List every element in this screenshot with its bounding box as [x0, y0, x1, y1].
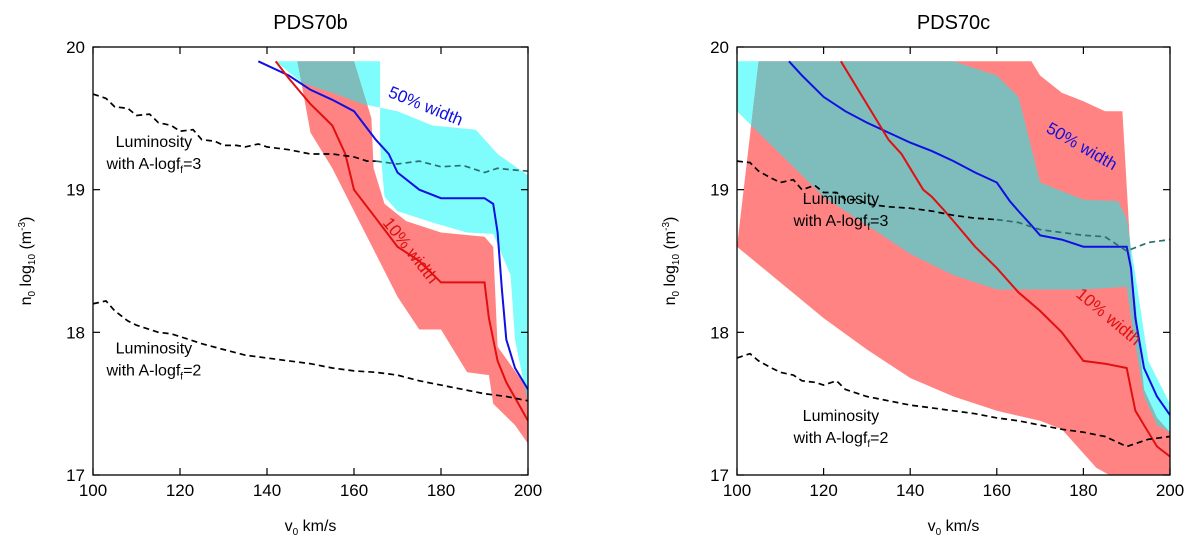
y-axis-label-n: n [662, 296, 679, 305]
y-axis-label-sub10: 10 [27, 254, 38, 266]
y-tick-label: 17 [710, 466, 729, 485]
x-tick-label: 160 [983, 481, 1011, 500]
x-tick-label: 120 [166, 481, 194, 500]
series-line-1 [840, 60, 1170, 458]
y-tick-label: 19 [66, 181, 85, 200]
y-axis-label-sup: -3 [661, 222, 672, 231]
y-axis-label-unit: (m [662, 231, 679, 254]
chart-title: PDS70b [273, 12, 348, 34]
luminosity-label-line2: with A-log [792, 430, 862, 447]
y-tick-label: 19 [710, 181, 729, 200]
luminosity-label-line1: Luminosity [803, 408, 879, 425]
x-tick-label: 180 [1069, 481, 1097, 500]
luminosity-label-eq: =3 [870, 213, 888, 230]
band-10-width [223, 61, 528, 444]
x-axis-label-sub: 0 [293, 527, 299, 538]
luminosity-label-line1: Luminosity [116, 134, 192, 151]
luminosity-label-line2: with A-log [105, 363, 175, 380]
y-axis-label-sub0: 0 [27, 290, 38, 296]
x-tick-label: 200 [514, 481, 542, 500]
y-axis-label: n0 log10 (m-3) [17, 217, 38, 306]
series-line-2 [93, 93, 376, 162]
series-line-3 [375, 160, 528, 174]
luminosity-label-line1: Luminosity [116, 341, 192, 358]
y-axis-label-log: log [662, 265, 679, 291]
y-axis-label-end: ) [18, 217, 35, 222]
x-axis-label: v0 km/s [928, 518, 980, 538]
y-axis-label-unit: (m [18, 231, 35, 254]
series-line-0 [788, 60, 1170, 416]
y-tick-label: 18 [66, 323, 85, 342]
luminosity-label-line2: with A-log [792, 213, 862, 230]
plot-frame [736, 46, 1171, 476]
luminosity-label-eq: =2 [870, 430, 888, 447]
x-tick-label: 100 [79, 481, 107, 500]
x-axis-label-main: v [285, 518, 293, 535]
luminosity-label-0: Luminosity with A-logff=3 [792, 191, 888, 233]
luminosity-label-sub: f [867, 439, 870, 450]
luminosity-label-eq: =3 [183, 156, 201, 173]
y-tick-label: 20 [66, 38, 85, 57]
luminosity-label-sub: f [180, 372, 183, 383]
x-tick-label: 180 [427, 481, 455, 500]
y-axis-label-log: log [18, 265, 35, 291]
luminosity-label-eq: =2 [183, 363, 201, 380]
luminosity-label-sub: f [867, 222, 870, 233]
y-axis-label-sup: -3 [17, 222, 28, 231]
x-tick-label: 200 [1156, 481, 1184, 500]
x-tick-label: 140 [253, 481, 281, 500]
y-axis-label: n0 log10 (m-3) [661, 217, 682, 306]
series-line-4 [737, 352, 1170, 448]
plot-area [737, 60, 1170, 475]
luminosity-label-line2: with A-log [105, 156, 175, 173]
luminosity-label-f: f [863, 213, 868, 230]
series-line-4 [93, 299, 528, 402]
x-axis-label: v0 km/s [285, 518, 337, 538]
plot-area [93, 60, 528, 444]
x-tick-label: 120 [809, 481, 837, 500]
luminosity-label-f: f [863, 430, 868, 447]
series-line-1 [274, 60, 528, 422]
x-axis-label-main: v [928, 518, 936, 535]
chart-title: PDS70c [917, 12, 990, 34]
x-axis-label-tail: km/s [941, 518, 979, 535]
y-tick-label: 18 [710, 323, 729, 342]
x-tick-label: 100 [723, 481, 751, 500]
y-axis-label-sub0: 0 [671, 290, 682, 296]
y-tick-label: 20 [710, 38, 729, 57]
x-tick-label: 160 [340, 481, 368, 500]
plot-frame [92, 46, 529, 476]
x-axis-label-tail: km/s [298, 518, 336, 535]
luminosity-label-f: f [176, 363, 181, 380]
series-line-0 [257, 60, 528, 390]
band-50-width [190, 61, 528, 404]
x-axis-label-sub: 0 [936, 527, 942, 538]
luminosity-label-1: Luminosity with A-logff=2 [792, 408, 888, 450]
series-line-2 [737, 160, 997, 221]
luminosity-label-f: f [176, 156, 181, 173]
x-tick-label: 140 [896, 481, 924, 500]
y-axis-label-end: ) [662, 217, 679, 222]
series-line-3 [996, 218, 1170, 252]
y-axis-label-sub10: 10 [671, 254, 682, 266]
luminosity-label-1: Luminosity with A-logff=2 [105, 341, 201, 383]
y-axis-label-n: n [18, 296, 35, 305]
luminosity-label-line1: Luminosity [803, 191, 879, 208]
luminosity-label-sub: f [180, 165, 183, 176]
luminosity-label-0: Luminosity with A-logff=3 [105, 134, 201, 176]
y-tick-label: 17 [66, 466, 85, 485]
